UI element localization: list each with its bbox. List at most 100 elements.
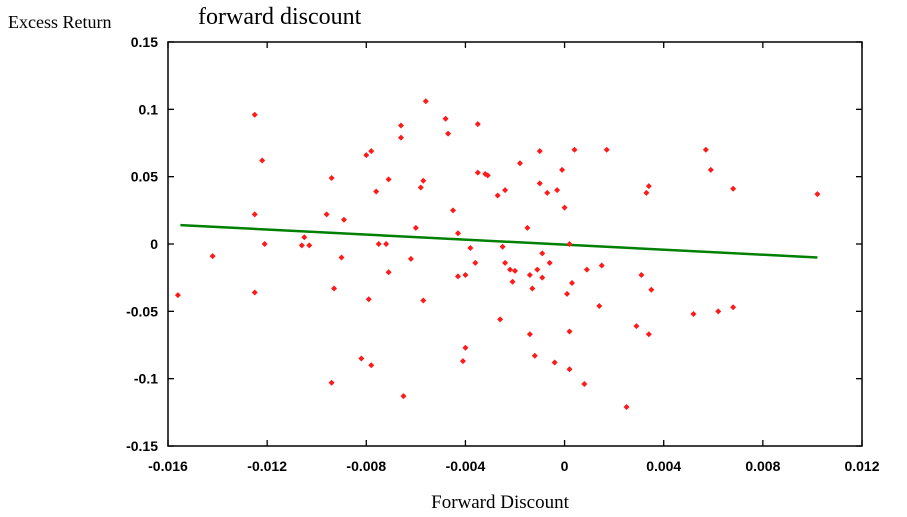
data-point xyxy=(544,189,551,196)
data-point xyxy=(509,278,516,285)
x-tick-label: 0.008 xyxy=(745,458,780,474)
data-point xyxy=(328,379,335,386)
data-point xyxy=(603,146,610,153)
data-point xyxy=(512,267,518,274)
data-point xyxy=(715,308,722,315)
data-point xyxy=(643,189,650,196)
data-point xyxy=(502,187,509,194)
data-point xyxy=(462,344,469,351)
data-point xyxy=(546,259,553,266)
y-tick-label: 0.05 xyxy=(131,169,158,185)
data-point xyxy=(462,271,469,278)
x-axis-ticks: -0.016 -0.012 -0.008 -0.004 0 0.004 0.008 0.012 xyxy=(148,42,880,474)
data-point xyxy=(400,393,407,400)
data-point xyxy=(559,166,566,173)
x-tick-label: 0.012 xyxy=(844,458,879,474)
data-point xyxy=(422,98,429,105)
x-tick-label: -0.012 xyxy=(247,458,287,474)
regression-line xyxy=(180,223,818,259)
data-point xyxy=(420,177,427,184)
data-point xyxy=(502,259,509,266)
data-point xyxy=(566,328,573,335)
data-point xyxy=(536,148,543,155)
data-point xyxy=(702,146,709,153)
data-point xyxy=(459,358,466,365)
data-point xyxy=(417,184,424,191)
data-point xyxy=(365,296,372,303)
data-point xyxy=(730,304,737,311)
data-point xyxy=(526,331,533,338)
y-tick-label: 0.1 xyxy=(139,101,159,117)
data-point xyxy=(331,285,338,292)
x-tick-label: 0.004 xyxy=(646,458,681,474)
data-point xyxy=(534,266,541,273)
data-point xyxy=(363,152,370,159)
fit-line-layer xyxy=(180,223,818,259)
data-point xyxy=(306,242,313,249)
data-point xyxy=(338,254,345,261)
data-point xyxy=(454,230,461,237)
data-point xyxy=(566,366,573,373)
data-point xyxy=(174,292,181,299)
y-axis-title: Excess Return xyxy=(8,12,111,32)
data-point xyxy=(368,362,375,369)
data-point xyxy=(623,403,630,410)
data-point xyxy=(358,355,365,362)
data-point xyxy=(251,111,258,118)
y-axis-ticks: 0.15 0.1 0.05 0 -0.05 -0.1 -0.15 xyxy=(126,34,862,454)
data-point xyxy=(407,255,414,262)
data-point xyxy=(707,166,714,173)
data-point xyxy=(583,266,590,273)
data-point xyxy=(209,253,216,260)
data-point xyxy=(526,271,533,278)
data-point xyxy=(484,172,491,179)
data-point xyxy=(690,311,697,318)
y-tick-label: -0.05 xyxy=(126,303,158,319)
data-point xyxy=(499,243,506,250)
data-point xyxy=(633,323,640,330)
data-point xyxy=(373,188,380,195)
data-point xyxy=(507,266,514,273)
data-point xyxy=(494,192,501,199)
data-point xyxy=(397,134,404,141)
data-point xyxy=(566,241,573,247)
data-point xyxy=(581,381,588,388)
data-point xyxy=(420,297,427,304)
plot-border xyxy=(167,41,863,447)
data-point xyxy=(596,302,603,309)
data-point xyxy=(472,259,479,266)
data-point xyxy=(645,331,652,338)
data-point xyxy=(474,121,481,128)
data-point xyxy=(598,262,605,269)
data-point xyxy=(516,160,523,167)
y-tick-label: -0.15 xyxy=(126,438,158,454)
data-point xyxy=(442,115,449,122)
data-point xyxy=(251,211,258,218)
data-point xyxy=(412,224,419,231)
data-point xyxy=(569,280,576,287)
chart-title: forward discount xyxy=(198,4,362,30)
data-point xyxy=(454,273,461,280)
data-point xyxy=(323,211,330,218)
data-point xyxy=(551,359,558,366)
data-point xyxy=(554,187,561,194)
data-point xyxy=(638,271,645,278)
points-layer xyxy=(174,98,821,410)
data-point xyxy=(531,352,538,359)
data-point xyxy=(539,250,546,257)
data-point xyxy=(368,148,375,155)
data-point xyxy=(375,241,382,247)
data-point xyxy=(645,183,652,190)
data-point xyxy=(301,234,308,241)
x-axis-title: Forward Discount xyxy=(431,492,569,513)
y-tick-label: 0.15 xyxy=(131,34,158,50)
data-point xyxy=(561,204,568,211)
x-tick-label: -0.004 xyxy=(446,458,486,474)
data-point xyxy=(467,245,474,252)
data-point xyxy=(328,175,335,182)
data-point xyxy=(571,146,578,153)
y-tick-label: 0 xyxy=(150,236,158,252)
data-point xyxy=(497,316,504,323)
data-point xyxy=(648,286,655,293)
